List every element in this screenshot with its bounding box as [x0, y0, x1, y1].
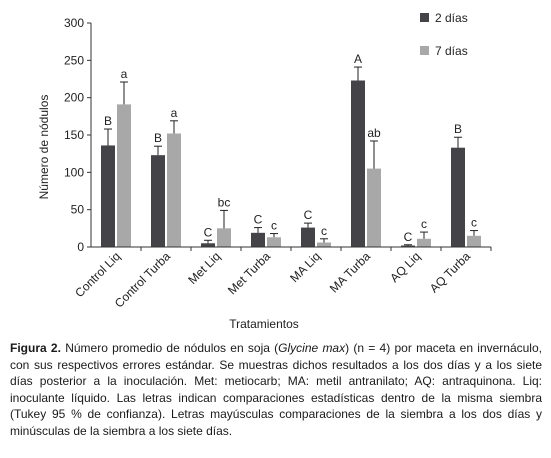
significance-letter: B — [454, 122, 462, 136]
significance-letter: c — [321, 224, 327, 238]
legend-swatch — [420, 46, 429, 55]
significance-letter: B — [104, 114, 112, 128]
bar — [217, 228, 231, 247]
y-axis-title: Número de nódulos — [37, 95, 51, 200]
legend: 2 días 7 días — [420, 11, 468, 58]
bar — [251, 232, 265, 247]
bar — [267, 237, 281, 247]
x-tick-label: Met Liq — [185, 249, 223, 287]
x-tick-label: MA Liq — [287, 249, 323, 285]
bar — [117, 104, 131, 248]
significance-letter: c — [421, 217, 427, 231]
significance-letter: c — [271, 219, 277, 233]
y-tick-label: 250 — [64, 53, 84, 67]
x-tick-label: MA Turba — [327, 249, 373, 295]
significance-letter: C — [404, 230, 413, 244]
significance-letter: C — [254, 213, 263, 227]
figure-caption: Figura 2. Número promedio de nódulos en … — [10, 340, 542, 439]
y-tick-label: 100 — [64, 165, 84, 179]
bar — [401, 245, 415, 247]
significance-letter: B — [154, 131, 162, 145]
bar — [101, 145, 115, 247]
bar — [417, 238, 431, 247]
bar — [317, 242, 331, 247]
significance-letter: A — [354, 52, 362, 66]
y-tick-label: 300 — [64, 16, 84, 30]
bar — [451, 147, 465, 247]
bar — [151, 155, 165, 247]
x-axis-title: Tratamientos — [229, 317, 299, 331]
y-tick-label: 50 — [71, 203, 85, 217]
caption-species: Glycine max — [278, 341, 346, 355]
caption-text-a: Número promedio de nódulos en soja ( — [60, 341, 279, 355]
legend-label: 2 días — [435, 11, 468, 25]
significance-letter: a — [121, 67, 128, 81]
legend-swatch — [420, 13, 429, 22]
significance-letter: a — [171, 106, 178, 120]
caption-text-b: ) (n = 4) por maceta en invernáculo, con… — [10, 341, 542, 438]
caption-label: Figura 2. — [10, 341, 61, 355]
x-tick-label: AQ Liq — [387, 249, 423, 285]
y-tick-label: 0 — [77, 240, 84, 254]
significance-letter: bc — [218, 195, 231, 209]
bar — [367, 168, 381, 247]
x-tick-label: Met Turba — [225, 249, 273, 297]
bar — [467, 235, 481, 247]
y-axis: 0 50 100 150 200 250 300 — [64, 16, 92, 254]
significance-letter: C — [304, 208, 313, 222]
y-tick-label: 200 — [64, 91, 84, 105]
significance-letter: ab — [367, 126, 381, 140]
significance-letter: C — [204, 225, 213, 239]
bar — [351, 80, 365, 247]
x-tick-label: Control Liq — [72, 249, 123, 300]
bar — [201, 243, 215, 247]
bar — [167, 133, 181, 247]
significance-letter: c — [471, 216, 477, 230]
bar — [301, 227, 315, 247]
y-tick-label: 150 — [64, 128, 84, 142]
legend-label: 7 días — [435, 44, 468, 58]
x-tick-label: AQ Turba — [427, 249, 473, 295]
